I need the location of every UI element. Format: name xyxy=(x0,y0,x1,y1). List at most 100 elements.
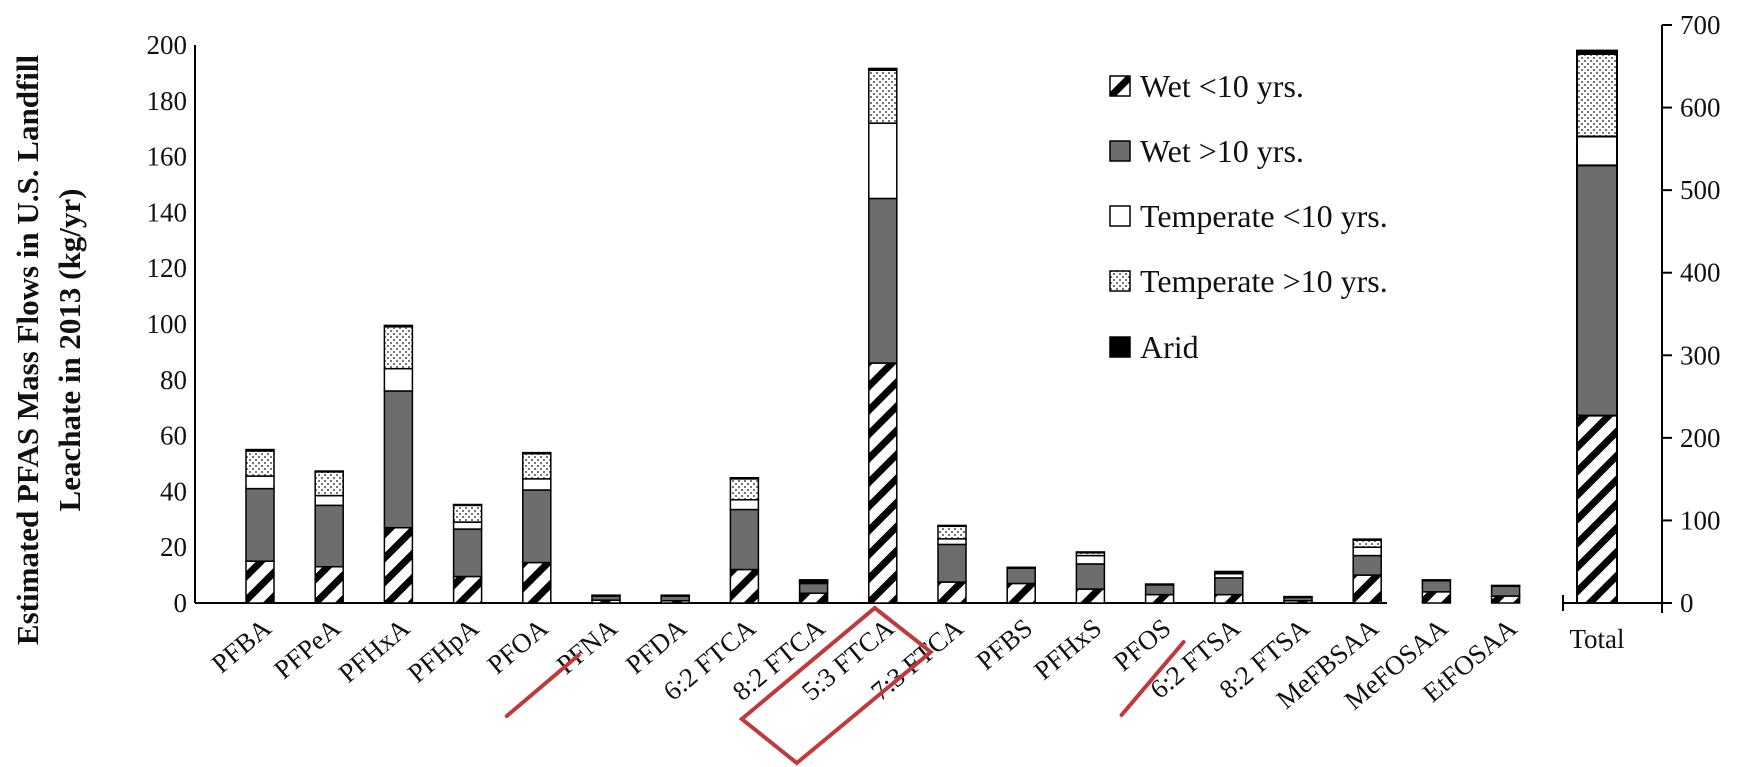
right-tick-label: 100 xyxy=(1680,505,1721,535)
bar-segment-arid xyxy=(314,470,344,473)
bar-segment-arid xyxy=(798,579,829,582)
total-segment-wet-10-yrs xyxy=(1576,164,1618,417)
bar-segment-wet-10-yrs xyxy=(868,362,898,604)
y-tick-label: 120 xyxy=(147,253,188,283)
bar-segment-temperate-10-yrs xyxy=(452,504,483,523)
legend-label: Temperate <10 yrs. xyxy=(1140,198,1388,234)
y-tick-label: 100 xyxy=(147,309,188,339)
total-segment-temperate-10-yrs xyxy=(1576,135,1618,167)
bar-segment-wet-10-yrs xyxy=(1006,567,1036,585)
bar-segment-arid xyxy=(591,594,621,597)
bar-segment-wet-10-yrs xyxy=(798,582,829,594)
bar-total xyxy=(1576,49,1618,605)
bar-segment-wet-10-yrs xyxy=(1214,593,1244,604)
category-label-pfba: PFBA xyxy=(206,612,277,679)
bar-segment-arid xyxy=(1352,538,1382,541)
bar-pfda xyxy=(660,594,690,604)
category-label-pfbs: PFBS xyxy=(970,613,1038,677)
y-axis-label: Estimated PFAS Mass Flows in U.S. Landfi… xyxy=(10,55,87,646)
bar-segment-temperate-10-yrs xyxy=(1075,554,1106,565)
bar-segment-wet-10-yrs xyxy=(452,575,483,604)
bar-segment-temperate-10-yrs xyxy=(383,367,414,392)
highlight-underline-pfoa xyxy=(504,653,581,718)
bar-pfoa xyxy=(522,451,552,604)
bar-segment-arid xyxy=(1283,595,1313,599)
bar-8-2-ftca xyxy=(798,579,829,604)
bar-segment-wet-10-yrs xyxy=(1214,577,1244,596)
bar-segment-arid xyxy=(660,594,690,597)
bar-pfba xyxy=(245,448,275,604)
bar-segment-arid xyxy=(383,324,414,328)
bar-segment-arid xyxy=(937,524,967,528)
legend-swatch xyxy=(1109,140,1131,162)
highlight-underline-pfos xyxy=(1119,640,1186,717)
legend-item-temperate-10-yrs: Temperate <10 yrs. xyxy=(1109,198,1388,234)
y-axis-label-line2: Leachate in 2013 (kg/yr) xyxy=(52,189,87,512)
bar-segment-wet-10-yrs xyxy=(314,504,344,568)
bar-segment-wet-10-yrs xyxy=(868,197,898,364)
bar-segment-temperate-10-yrs xyxy=(522,452,552,480)
bar-segment-wet-10-yrs xyxy=(937,581,967,604)
bar-segment-wet-10-yrs xyxy=(729,508,760,571)
bar-segment-wet-10-yrs xyxy=(1144,584,1175,596)
legend-item-arid: Arid xyxy=(1109,329,1199,365)
bar-segment-wet-10-yrs xyxy=(798,592,829,604)
category-label-total: Total xyxy=(1569,624,1624,654)
bar-mefbsaa xyxy=(1352,538,1382,604)
highlight-marks xyxy=(504,605,1186,766)
bar-segment-wet-10-yrs xyxy=(1352,554,1382,576)
bar-6-2-ftsa xyxy=(1214,570,1244,604)
bar-segment-arid xyxy=(1144,583,1175,586)
main-bars xyxy=(245,67,1521,604)
bar-segment-arid xyxy=(868,67,898,71)
bar-pfpea xyxy=(314,470,344,604)
y-tick-label: 80 xyxy=(160,365,187,395)
y-tick-label: 20 xyxy=(160,532,187,562)
bar-7-3-ftca xyxy=(937,524,967,604)
bar-segment-temperate-10-yrs xyxy=(1352,539,1382,548)
bar-segment-temperate-10-yrs xyxy=(314,494,344,507)
bar-segment-arid xyxy=(1490,584,1521,588)
y-axis-label-line1: Estimated PFAS Mass Flows in U.S. Landfi… xyxy=(10,55,45,646)
highlight-box-5-3-ftca xyxy=(738,605,934,766)
y-tick-label: 200 xyxy=(147,30,188,60)
total-segment-wet-10-yrs xyxy=(1576,414,1618,605)
bar-pfna xyxy=(591,594,621,604)
bar-segment-wet-10-yrs xyxy=(729,568,760,604)
bar-5-3-ftca xyxy=(868,67,898,604)
bar-segment-wet-10-yrs xyxy=(1144,593,1175,604)
bar-segment-arid xyxy=(522,451,552,455)
bar-segment-wet-10-yrs xyxy=(1006,582,1036,604)
category-label-pfhxs: PFHxS xyxy=(1028,613,1107,686)
bar-segment-arid xyxy=(1006,566,1036,569)
right-tick-label: 600 xyxy=(1680,93,1721,123)
bar-segment-wet-10-yrs xyxy=(452,528,483,578)
bar-segment-wet-10-yrs xyxy=(522,489,552,564)
bar-segment-temperate-10-yrs xyxy=(937,525,967,540)
bar-segment-wet-10-yrs xyxy=(314,565,344,604)
right-tick-label: 0 xyxy=(1680,588,1694,618)
bar-8-2-ftsa xyxy=(1283,595,1313,604)
legend-swatch xyxy=(1109,336,1131,358)
bar-segment-wet-10-yrs xyxy=(1421,579,1452,593)
category-label-pfhxa: PFHxA xyxy=(333,612,416,688)
right-tick-label: 700 xyxy=(1680,10,1721,40)
legend: Wet <10 yrs. Wet >10 yrs. Temperate <10 yr… xyxy=(1109,68,1388,365)
y-tick-label: 40 xyxy=(160,476,187,506)
right-tick-label: 200 xyxy=(1680,423,1721,453)
bar-mefosaa xyxy=(1421,579,1452,604)
legend-label: Wet >10 yrs. xyxy=(1140,133,1304,169)
legend-swatch xyxy=(1109,205,1131,227)
bar-segment-temperate-10-yrs xyxy=(314,471,344,497)
bar-segment-wet-10-yrs xyxy=(1490,585,1521,597)
right-tick-label: 300 xyxy=(1680,340,1721,370)
total-bars: Total xyxy=(1569,49,1625,654)
bar-pfos xyxy=(1144,583,1175,604)
right-y-axis: 0 100 200 300 400 500 600 700 xyxy=(1562,10,1721,618)
bar-segment-wet-10-yrs xyxy=(1075,563,1106,590)
legend-item-wet-10-yrs: Wet <10 yrs. xyxy=(1109,68,1304,104)
bar-segment-arid xyxy=(1421,579,1452,582)
bar-segment-wet-10-yrs xyxy=(245,487,275,562)
bar-segment-arid xyxy=(452,503,483,507)
